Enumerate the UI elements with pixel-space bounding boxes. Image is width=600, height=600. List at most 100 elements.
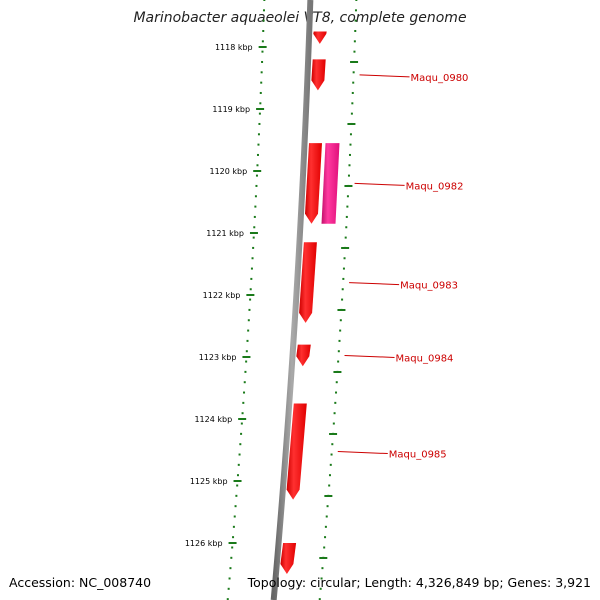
gene-leader-line	[354, 182, 405, 186]
tick-dot	[249, 288, 252, 291]
tick-dot	[262, 9, 265, 12]
tick-dot	[254, 205, 257, 208]
gene-feature	[299, 242, 317, 323]
tick-dot	[341, 298, 344, 301]
major-tick-outer	[324, 495, 333, 497]
tick-dot	[237, 463, 240, 466]
tick-dot	[325, 515, 328, 518]
genome-backbone	[270, 0, 314, 600]
tick-dot	[236, 484, 239, 487]
major-tick-outer	[350, 61, 359, 63]
tick-dot	[262, 19, 265, 22]
tick-dot	[233, 515, 236, 518]
major-tick-outer	[341, 247, 350, 249]
tick-dot	[236, 474, 239, 477]
tick-dot	[260, 81, 263, 84]
tick-dot	[262, 29, 265, 32]
tick-dot	[328, 474, 331, 477]
major-tick	[253, 170, 262, 172]
tick-dot	[335, 391, 338, 394]
tick-layer: 1118 kbp 1119 kbp 1120 kbp 1121 kbp 1122 kbp…	[185, 0, 359, 600]
tick-dot	[347, 174, 350, 177]
tick-dot	[326, 505, 329, 508]
gene-leader-line	[344, 354, 395, 358]
tick-dot	[349, 133, 352, 136]
tick-dot	[353, 40, 356, 43]
tick-dot	[345, 215, 348, 218]
tick-dot	[257, 133, 260, 136]
tick-dot	[256, 153, 259, 156]
gene-label: Maqu_0985	[389, 450, 447, 461]
accession-text: Accession: NC_008740	[9, 575, 152, 590]
tick-dot	[240, 432, 243, 435]
tick-dot	[331, 443, 334, 446]
map-title: Marinobacter aquaeolei VT8, complete gen…	[133, 10, 467, 26]
tick-dot	[232, 536, 235, 539]
tick-dot	[245, 350, 248, 353]
tick-dot	[241, 412, 244, 415]
tick-dot	[259, 102, 262, 105]
tick-dot	[341, 288, 344, 291]
major-tick-outer	[333, 371, 342, 373]
tick-dot	[354, 9, 357, 12]
tick-label: 1124 kbp	[194, 415, 232, 424]
tick-dot	[232, 525, 235, 528]
tick-dot	[352, 71, 355, 74]
tick-dot	[351, 102, 354, 105]
tick-dot	[247, 329, 250, 332]
gene-feature	[305, 143, 322, 224]
tick-dot	[346, 195, 349, 198]
tick-dot	[252, 236, 255, 239]
tick-dot	[249, 298, 252, 301]
gene-feature	[280, 543, 297, 574]
tick-dot	[321, 567, 324, 570]
backbone-layer	[270, 0, 314, 600]
major-tick	[238, 418, 247, 420]
tick-dot	[247, 319, 250, 322]
tick-label: 1118 kbp	[215, 43, 253, 52]
tick-dot	[332, 422, 335, 425]
major-tick-outer	[347, 123, 356, 125]
major-tick	[242, 356, 251, 358]
tick-dot	[230, 556, 233, 559]
tick-dot	[260, 71, 263, 74]
gene-leader-line	[349, 282, 400, 286]
tick-dot	[234, 505, 237, 508]
major-tick	[256, 108, 265, 110]
tick-dot	[353, 50, 356, 53]
tick-label: 1122 kbp	[203, 291, 241, 300]
tick-dot	[231, 546, 234, 549]
major-tick-outer	[319, 557, 328, 559]
gene-label: Maqu_0980	[411, 73, 469, 84]
tick-dot	[354, 29, 357, 32]
tick-dot	[339, 319, 342, 322]
tick-dot	[257, 143, 260, 146]
tick-dot	[349, 143, 352, 146]
major-tick	[233, 480, 242, 482]
tick-dot	[243, 391, 246, 394]
tick-dot	[239, 443, 242, 446]
tick-dot	[323, 546, 326, 549]
tick-dot	[252, 246, 255, 249]
gene-feature	[296, 344, 311, 367]
tick-dot	[352, 81, 355, 84]
tick-dot	[228, 577, 231, 580]
tick-dot	[244, 370, 247, 373]
tick-dot	[337, 360, 340, 363]
major-tick	[228, 542, 237, 544]
tick-dot	[226, 598, 229, 600]
tick-label: 1120 kbp	[209, 167, 247, 176]
tick-dot	[330, 453, 333, 456]
tick-dot	[350, 112, 353, 115]
major-tick	[249, 232, 258, 234]
tick-dot	[261, 50, 264, 53]
tick-dot	[348, 164, 351, 167]
major-tick-outer	[329, 433, 338, 435]
major-tick-outer	[344, 185, 353, 187]
tick-dot	[248, 308, 251, 311]
major-tick	[258, 46, 267, 48]
tick-dot	[324, 525, 327, 528]
tick-dot	[259, 91, 262, 94]
tick-dot	[324, 536, 327, 539]
tick-dot	[250, 277, 253, 280]
